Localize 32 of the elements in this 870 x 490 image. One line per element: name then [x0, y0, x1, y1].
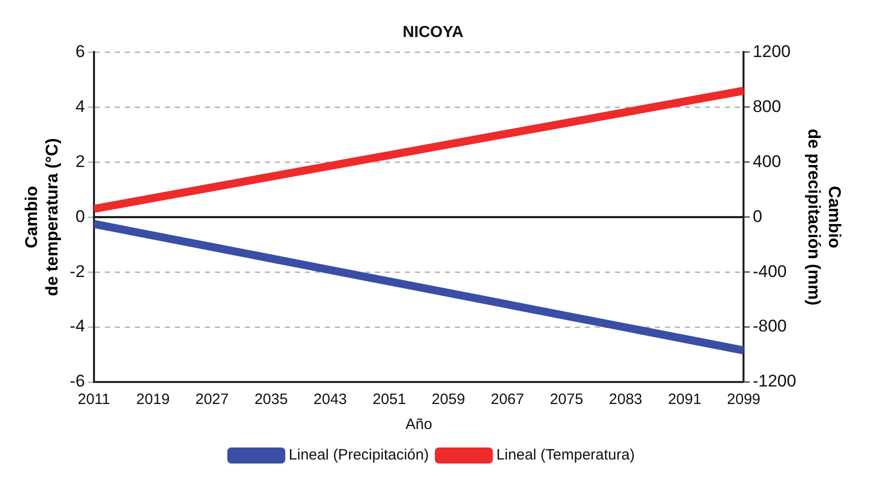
- x-tick-label: 2011: [78, 391, 110, 408]
- y2-tick-label: 400: [752, 152, 782, 171]
- x-tick-label: 2083: [608, 391, 642, 408]
- y2-tick-label: 800: [752, 96, 782, 116]
- x-tick-label: 2051: [372, 391, 406, 408]
- legend-label: Lineal (Temperatura): [496, 446, 635, 464]
- y2-axis-title: Cambio de precipitación (mm): [804, 128, 844, 306]
- y2-tick-label: -400: [752, 262, 787, 281]
- y-tick-label: 6: [75, 42, 85, 61]
- y2-tick-label: -1200: [752, 372, 796, 391]
- x-tick-label: 2019: [136, 391, 170, 408]
- legend-label: Lineal (Precipitación): [288, 446, 429, 464]
- y2-tick-label: -800: [752, 316, 787, 336]
- y-tick-label: -2: [70, 262, 85, 281]
- y2-tick-label: 0: [752, 206, 762, 226]
- y-axis-title: Cambio de temperatura (°C): [22, 138, 62, 296]
- x-tick-label: 2099: [727, 391, 760, 408]
- x-tick-label: 2091: [668, 391, 702, 408]
- y2-tick-label: 1200: [752, 42, 791, 61]
- y-tick-label: 0: [75, 206, 85, 226]
- x-tick-label: 2035: [254, 391, 288, 408]
- chart-title: NICOYA: [402, 24, 464, 42]
- x-tick-label: 2075: [550, 391, 584, 408]
- y-tick-label: -4: [70, 316, 85, 336]
- x-tick-label: 2027: [195, 391, 229, 408]
- y-tick-label: 4: [75, 96, 85, 116]
- y-tick-label: -6: [70, 372, 85, 391]
- x-tick-label: 2059: [432, 391, 466, 408]
- x-axis-title: Año: [405, 416, 432, 434]
- x-tick-label: 2067: [490, 391, 524, 408]
- y-tick-label: 2: [75, 152, 85, 171]
- x-tick-label: 2043: [314, 391, 347, 408]
